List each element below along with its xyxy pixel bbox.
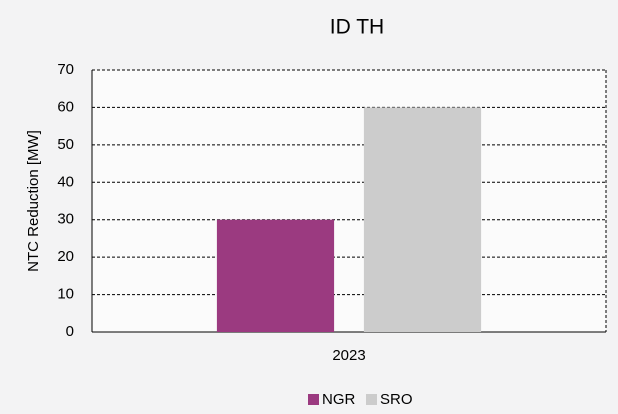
y-tick-label: 60 xyxy=(57,98,74,115)
y-axis-label: NTC Reduction [MW] xyxy=(25,130,42,272)
y-tick-label: 40 xyxy=(57,173,74,190)
chart-title: ID TH xyxy=(330,16,384,39)
y-tick-label: 20 xyxy=(57,248,74,265)
legend-swatch xyxy=(308,394,319,405)
y-tick-label: 10 xyxy=(57,286,74,303)
y-tick-label: 0 xyxy=(66,323,74,340)
x-tick-label: 2023 xyxy=(332,347,365,364)
plot-area xyxy=(92,70,606,332)
y-tick-label: 30 xyxy=(57,211,74,228)
legend-label: SRO xyxy=(380,391,413,408)
y-tick-label: 70 xyxy=(57,61,74,78)
y-tick-label: 50 xyxy=(57,136,74,153)
legend-label: NGR xyxy=(322,391,356,408)
bar xyxy=(363,107,482,332)
legend-swatch xyxy=(366,394,377,405)
bar xyxy=(216,219,335,332)
